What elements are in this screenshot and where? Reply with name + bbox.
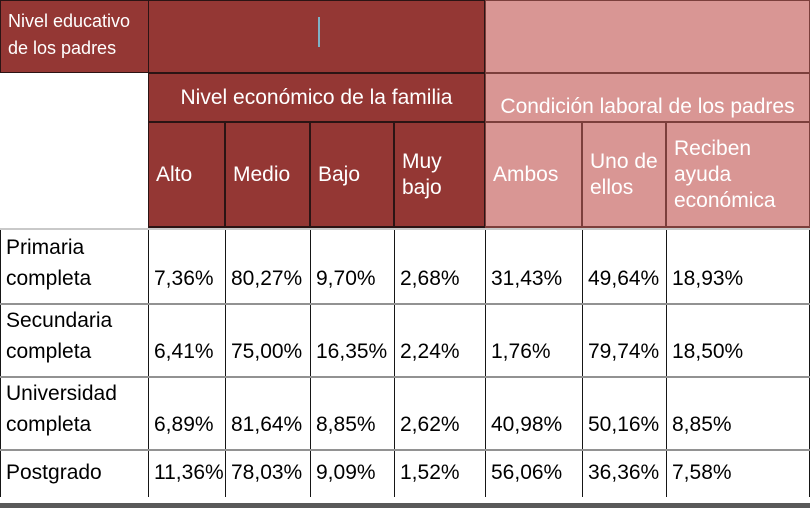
column-header-medio[interactable]: Medio [225,122,310,228]
column-header-alto[interactable]: Alto [148,122,225,228]
group-header-condicion-laboral[interactable]: Condición laboral de los padres [485,73,810,122]
table-row-primaria: Primaria completa 7,36% 80,27% 9,70% 2,6… [0,230,810,303]
cell-value[interactable]: 2,62% [394,378,485,449]
cell-value[interactable]: 1,76% [485,305,582,376]
cell-value[interactable]: 2,68% [394,230,485,303]
group-header-nivel-economico[interactable]: Nivel económico de la familia [148,73,485,122]
cell-value[interactable]: 6,89% [148,378,225,449]
table-row-postgrado: Postgrado 11,36% 78,03% 9,09% 1,52% 56,0… [0,449,810,497]
cell-value[interactable]: 18,93% [666,230,810,303]
header-top-bar-economico[interactable] [148,0,485,73]
cell-value[interactable]: 16,35% [310,305,394,376]
cell-value[interactable]: 36,36% [582,451,666,497]
cell-value[interactable]: 2,24% [394,305,485,376]
table-bottom-border [0,503,810,508]
group-header-label: Nivel económico de la familia [180,85,453,109]
cell-value[interactable]: 81,64% [225,378,310,449]
column-header-ambos[interactable]: Ambos [485,122,582,228]
cell-value[interactable]: 8,85% [666,378,810,449]
header-body-divider [0,228,810,230]
cell-value[interactable]: 18,50% [666,305,810,376]
column-header-label: Bajo [318,162,361,186]
row-label[interactable]: Postgrado [0,451,148,497]
row-label[interactable]: Secundaria completa [0,305,148,376]
table-row-universidad: Universidad completa 6,89% 81,64% 8,85% … [0,376,810,449]
cell-value[interactable]: 9,09% [310,451,394,497]
cell-value[interactable]: 40,98% [485,378,582,449]
column-header-reciben-ayuda[interactable]: Reciben ayuda económica [666,122,810,228]
cell-value[interactable]: 7,36% [148,230,225,303]
column-header-label: Muy bajo [402,149,442,199]
column-header-label: Reciben ayuda económica [674,136,776,212]
cell-value[interactable]: 6,41% [148,305,225,376]
column-header-label: Ambos [493,162,559,186]
column-header-label: Alto [156,162,193,186]
cell-value[interactable]: 11,36% [148,451,225,497]
cell-value[interactable]: 75,00% [225,305,310,376]
cell-value[interactable]: 1,52% [394,451,485,497]
corner-header-cell[interactable]: Nivel educativo de los padres [0,0,150,73]
cell-value[interactable]: 50,16% [582,378,666,449]
group-header-label: Condición laboral de los padres [500,95,795,118]
table-row-secundaria: Secundaria completa 6,41% 75,00% 16,35% … [0,303,810,376]
cell-value[interactable]: 79,74% [582,305,666,376]
cell-value[interactable]: 7,58% [666,451,810,497]
header-top-bar-laboral[interactable] [485,0,810,73]
cell-value[interactable]: 56,06% [485,451,582,497]
row-label[interactable]: Universidad completa [0,378,148,449]
cell-value[interactable]: 8,85% [310,378,394,449]
text-cursor [318,17,320,47]
cell-value[interactable]: 80,27% [225,230,310,303]
row-label[interactable]: Primaria completa [0,230,148,303]
cell-value[interactable]: 31,43% [485,230,582,303]
column-header-uno-de-ellos[interactable]: Uno de ellos [582,122,666,228]
column-header-label: Medio [233,162,291,186]
cell-value[interactable]: 9,70% [310,230,394,303]
column-header-bajo[interactable]: Bajo [310,122,394,228]
column-header-label: Uno de ellos [590,149,658,199]
cell-value[interactable]: 49,64% [582,230,666,303]
table-body: Primaria completa 7,36% 80,27% 9,70% 2,6… [0,230,810,497]
column-header-muy-bajo[interactable]: Muy bajo [394,122,485,228]
cell-value[interactable]: 78,03% [225,451,310,497]
